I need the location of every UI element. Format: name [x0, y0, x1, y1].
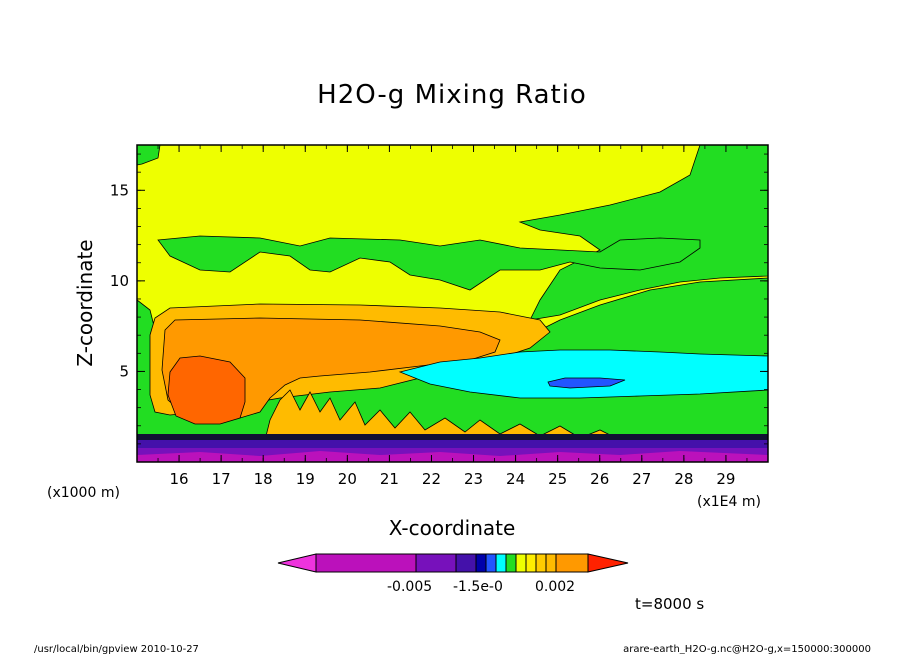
y-axis-ticks: 5 10 15	[110, 153, 768, 445]
x-tick-label: 17	[212, 470, 231, 488]
x-tick-label: 28	[674, 470, 693, 488]
x-unit-left: (x1000 m)	[47, 485, 120, 501]
colorbar-seg-magenta	[315, 553, 417, 573]
colorbar-seg-lightorange1	[535, 553, 547, 573]
footer-right: arare-earth_H2O-g.nc@H2O-g,x=150000:3000…	[623, 644, 871, 654]
time-label: t=8000 s	[635, 595, 704, 613]
field-green-topleft	[137, 145, 161, 166]
field-blue	[547, 377, 626, 389]
y-tick-label: 15	[110, 181, 129, 199]
x-tick-label: 18	[254, 470, 273, 488]
x-tick-label: 29	[716, 470, 735, 488]
colorbar-label-2: -1.5e-0	[453, 579, 503, 595]
colorbar-seg-green	[505, 553, 517, 573]
colorbar-left-triangle	[277, 553, 317, 573]
field-magenta-streaks	[137, 451, 768, 462]
colorbar-right-triangle	[587, 553, 629, 573]
x-tick-label: 22	[422, 470, 441, 488]
colorbar-seg-darkblue	[475, 553, 487, 573]
field-cyan	[398, 349, 768, 399]
colorbar	[277, 553, 629, 573]
field-green-band	[157, 235, 701, 291]
colorbar-label-3: 0.002	[535, 579, 575, 595]
colorbar-seg-cyan	[495, 553, 507, 573]
colorbar-seg-yellow2	[525, 553, 537, 573]
x-tick-label: 27	[632, 470, 651, 488]
x-unit-right: (x1E4 m)	[697, 494, 761, 510]
y-axis-label: Z-coordinate	[73, 239, 97, 366]
field-noise	[264, 389, 621, 441]
x-tick-label: 25	[548, 470, 567, 488]
footer-left: /usr/local/bin/gpview 2010-10-27	[34, 644, 199, 654]
y-tick-label: 5	[119, 362, 129, 380]
colorbar-seg-orange	[555, 553, 589, 573]
x-tick-label: 23	[464, 470, 483, 488]
x-tick-label: 19	[296, 470, 315, 488]
colorbar-seg-indigo	[455, 553, 477, 573]
colorbar-seg-yellow1	[515, 553, 527, 573]
x-axis-label: X-coordinate	[389, 516, 516, 540]
chart-title: H2O-g Mixing Ratio	[317, 80, 587, 110]
x-tick-label: 21	[380, 470, 399, 488]
colorbar-label-1: -0.005	[387, 579, 432, 595]
y-tick-label: 10	[110, 272, 129, 290]
plot-area	[136, 144, 769, 463]
x-tick-label: 16	[170, 470, 189, 488]
x-tick-label: 20	[338, 470, 357, 488]
colorbar-seg-purple	[415, 553, 457, 573]
field-dark-orange	[167, 355, 246, 425]
colorbar-seg-lightorange2	[545, 553, 557, 573]
colorbar-seg-blue	[485, 553, 497, 573]
x-axis-ticks: 16 17 18 19 20 21 22 23 24 25 26 27 28 29	[136, 145, 769, 488]
field-dark-band	[137, 434, 768, 440]
field-indigo-layer	[137, 440, 768, 448]
x-tick-label: 26	[590, 470, 609, 488]
x-tick-label: 24	[506, 470, 525, 488]
